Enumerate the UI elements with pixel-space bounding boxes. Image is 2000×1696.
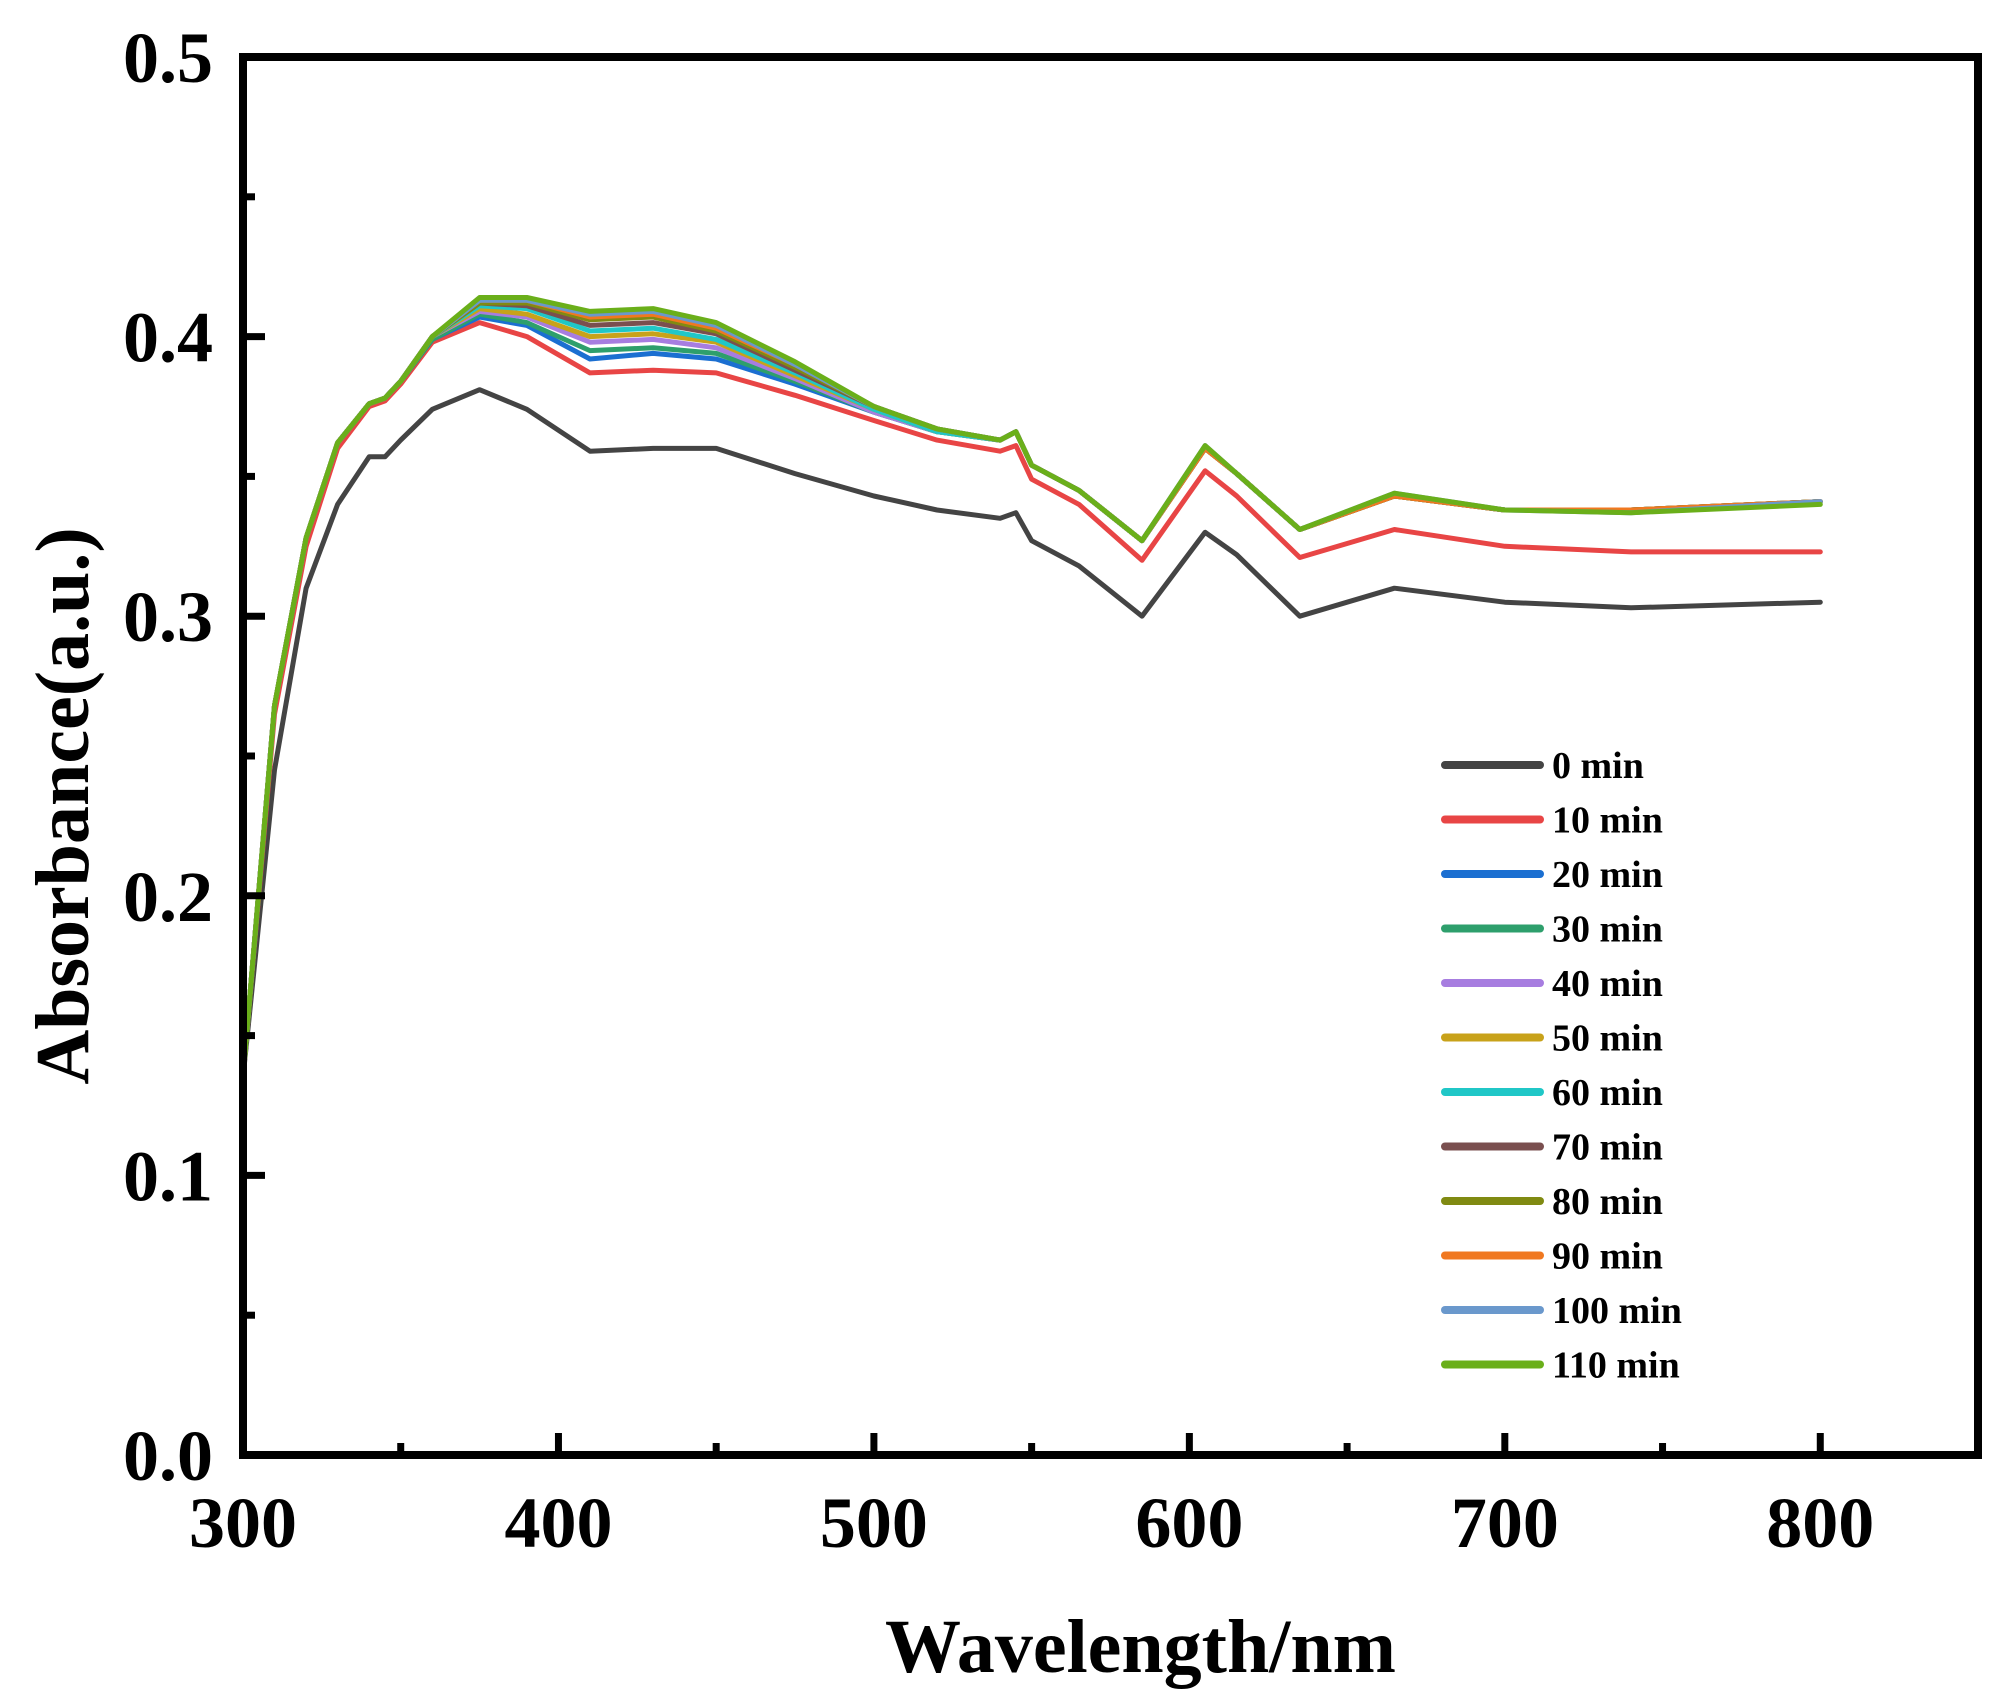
y-tick-label-0.5: 0.5 — [123, 18, 213, 98]
series-layer — [240, 295, 1823, 1080]
legend-label-50-min: 50 min — [1552, 1018, 1663, 1060]
x-tick-label-300: 300 — [189, 1483, 297, 1563]
y-tick-label-0.4: 0.4 — [123, 298, 213, 378]
y-tick-label-0.1: 0.1 — [123, 1136, 213, 1216]
legend-label-70-min: 70 min — [1552, 1127, 1663, 1169]
legend-label-30-min: 30 min — [1552, 909, 1663, 951]
y-tick-label-0.3: 0.3 — [123, 577, 213, 657]
legend-label-0-min: 0 min — [1552, 745, 1644, 787]
series-line-0-min — [240, 387, 1823, 1080]
x-tick-label-500: 500 — [820, 1483, 928, 1563]
x-tick-label-600: 600 — [1135, 1483, 1243, 1563]
legend-label-90-min: 90 min — [1552, 1236, 1663, 1278]
x-tick-label-400: 400 — [504, 1483, 612, 1563]
legend-label-10-min: 10 min — [1552, 800, 1663, 842]
legend: 0 min 10 min 20 min 30 min 40 min 50 min 60 mi… — [1441, 745, 1682, 1387]
series-line-10-min — [240, 320, 1823, 1080]
y-tick-label-0.0: 0.0 — [123, 1416, 213, 1496]
ticks-layer: 300 400 500 600 700 800 0.0 0.1 0.2 0.3 0.4 0.5 — [123, 18, 1874, 1563]
x-axis-title: Wavelength/nm — [885, 1605, 1396, 1689]
x-tick-label-700: 700 — [1451, 1483, 1559, 1563]
legend-label-100-min: 100 min — [1552, 1290, 1682, 1332]
legend-label-60-min: 60 min — [1552, 1072, 1663, 1114]
series-line-110-min — [240, 295, 1823, 1080]
x-tick-label-800: 800 — [1766, 1483, 1874, 1563]
legend-label-80-min: 80 min — [1552, 1181, 1663, 1223]
legend-label-40-min: 40 min — [1552, 963, 1663, 1005]
legend-label-110-min: 110 min — [1552, 1345, 1680, 1387]
y-tick-label-0.2: 0.2 — [123, 857, 213, 937]
y-axis-title: Absorbance(a.u.) — [21, 527, 105, 1084]
legend-label-20-min: 20 min — [1552, 854, 1663, 896]
